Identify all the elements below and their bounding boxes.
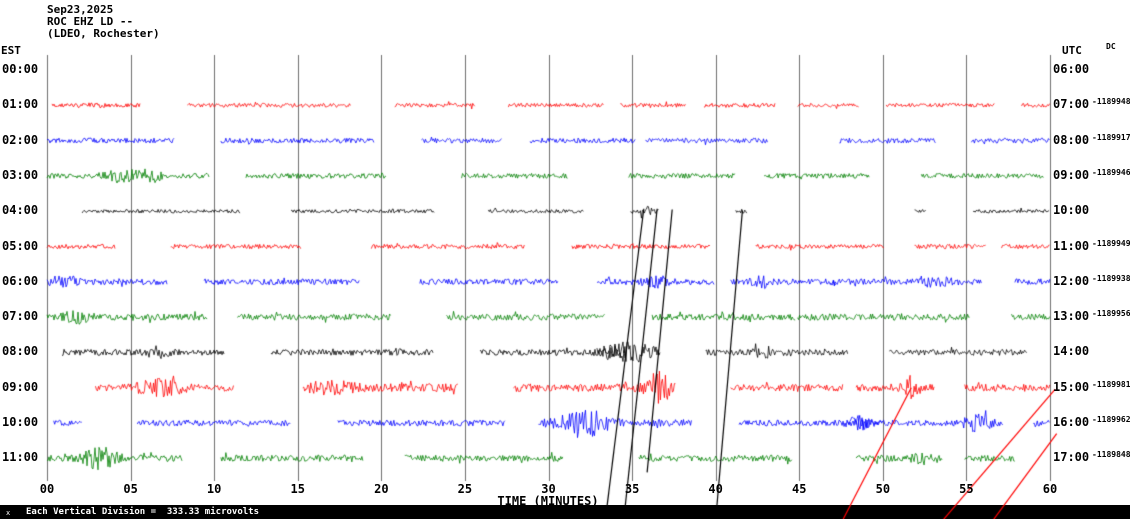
utc-hour-label: 15:00 <box>1053 379 1090 394</box>
est-hour-label: 08:00 <box>2 344 39 359</box>
left-axis-label: EST <box>1 44 21 57</box>
utc-hour-label: 16:00 <box>1053 415 1090 429</box>
dc-axis-label: DC <box>1106 42 1116 51</box>
est-hour-label: 10:00 <box>2 415 39 429</box>
x-tick-label: 20 <box>374 482 389 496</box>
dc-offset-value: -1189962 <box>1092 415 1130 424</box>
x-tick-label: 40 <box>708 482 723 496</box>
est-hour-label: 00:00 <box>2 62 39 76</box>
est-hour-label: 04:00 <box>2 203 39 218</box>
header-location: (LDEO, Rochester) <box>47 27 160 40</box>
dc-offset-value: -1189917 <box>1092 132 1130 142</box>
right-axis-label: UTC <box>1062 44 1082 57</box>
dc-offset-value: -1189848 <box>1092 450 1130 460</box>
x-tick-label: 55 <box>959 482 974 496</box>
utc-hour-label: 08:00 <box>1053 132 1090 147</box>
utc-hour-label: 11:00 <box>1053 238 1090 253</box>
utc-hour-label: 10:00 <box>1053 203 1090 218</box>
x-tick-label: 05 <box>123 482 138 496</box>
est-hour-label: 11:00 <box>2 450 39 465</box>
x-tick-label: 60 <box>1042 482 1058 496</box>
utc-hour-label: 14:00 <box>1053 344 1090 359</box>
est-hour-label: 05:00 <box>2 238 39 253</box>
utc-hour-label: 07:00 <box>1053 97 1090 112</box>
utc-hour-label: 13:00 <box>1053 309 1090 324</box>
dc-offset-value: -1189949 <box>1092 238 1130 248</box>
dc-offset-value: -1189938 <box>1092 273 1130 283</box>
x-tick-label: 15 <box>290 482 305 496</box>
dc-offset-value: -1189946 <box>1092 167 1130 177</box>
x-tick-label: 25 <box>457 482 473 496</box>
est-hour-label: 01:00 <box>2 97 39 112</box>
utc-hour-label: 17:00 <box>1053 450 1090 465</box>
est-hour-label: 09:00 <box>2 379 39 394</box>
utc-hour-label: 12:00 <box>1053 273 1090 288</box>
x-tick-label: 00 <box>39 482 55 496</box>
x-tick-label: 35 <box>624 482 640 496</box>
dc-offset-value: -1189981 <box>1092 379 1130 389</box>
header-date: Sep23,2025 <box>47 3 114 16</box>
dc-offset-value: -1189956 <box>1092 309 1130 319</box>
est-hour-label: 07:00 <box>2 309 39 324</box>
header-station: ROC EHZ LD -- <box>47 15 134 28</box>
est-hour-label: 06:00 <box>2 273 39 288</box>
x-tick-label: 50 <box>875 482 891 496</box>
est-hour-label: 03:00 <box>2 167 39 182</box>
utc-hour-label: 09:00 <box>1053 167 1090 182</box>
x-tick-label: 10 <box>206 482 222 496</box>
x-axis-title: TIME (MINUTES) <box>497 494 599 508</box>
est-hour-label: 02:00 <box>2 132 39 147</box>
dc-offset-value: -1189948 <box>1092 97 1130 107</box>
x-tick-label: 45 <box>792 482 807 496</box>
x-tick-label: 30 <box>541 482 556 496</box>
utc-hour-label: 06:00 <box>1053 62 1090 76</box>
